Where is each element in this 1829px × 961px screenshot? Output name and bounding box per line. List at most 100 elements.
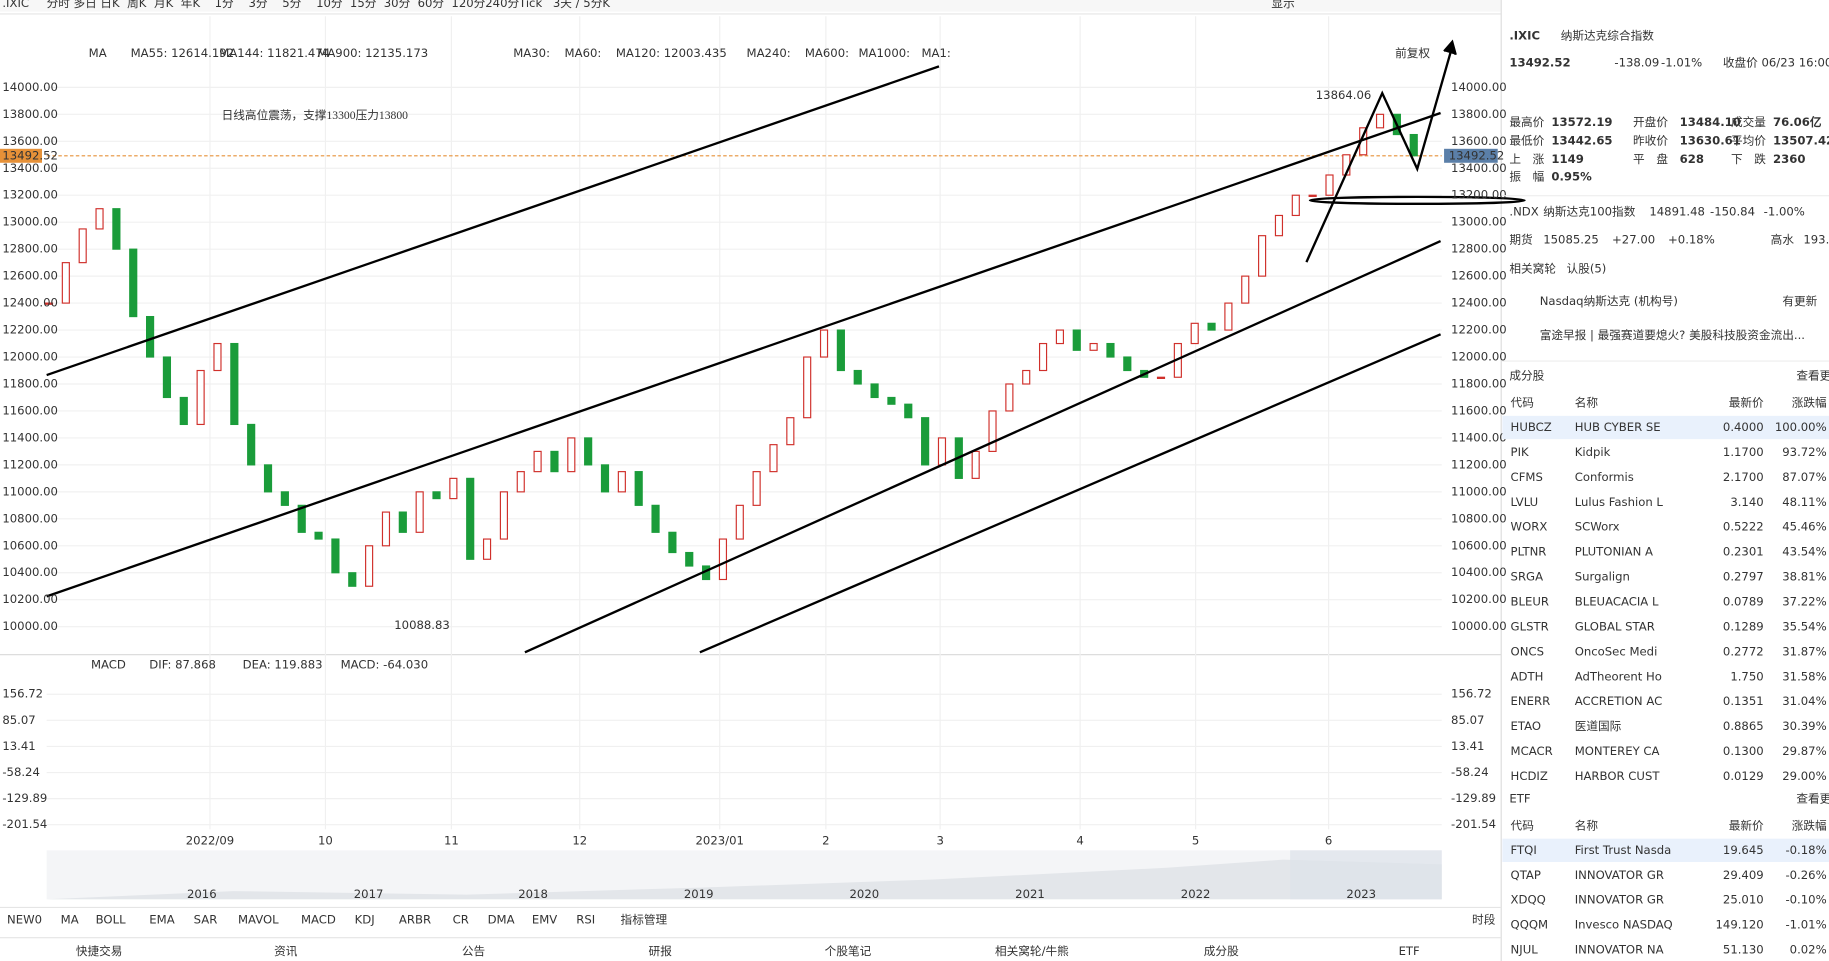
- period-tab[interactable]: 240分: [485, 0, 519, 10]
- indicator-tab[interactable]: RSI: [576, 913, 595, 927]
- x-tick-label: 10: [318, 834, 333, 848]
- candle: [634, 471, 643, 506]
- row-tab[interactable]: SRGA: [1511, 570, 1544, 584]
- row-tab[interactable]: MCACR: [1511, 744, 1553, 758]
- year-label: 2022: [1181, 887, 1211, 901]
- candle: [112, 208, 121, 250]
- row-tab[interactable]: HUBCZ: [1511, 420, 1552, 434]
- more-tab[interactable]: 查看更: [1796, 792, 1829, 806]
- candle: [1375, 113, 1385, 129]
- session-tab[interactable]: 时段: [1472, 913, 1496, 927]
- cell: 149.120: [1716, 918, 1764, 932]
- indicator-tab[interactable]: KDJ: [355, 913, 375, 927]
- indicator-tab[interactable]: DMA: [488, 913, 515, 927]
- y-tick-label: 12400.00: [2, 296, 58, 310]
- period-tab[interactable]: 30分: [384, 0, 411, 10]
- news-tab[interactable]: 富途早报 | 最强赛道要熄火? 美股科技股资金流出...: [1540, 328, 1805, 342]
- row-tab[interactable]: ENERR: [1511, 694, 1551, 708]
- indicator-tab[interactable]: BOLL: [96, 913, 126, 927]
- period-tab[interactable]: 分时: [47, 0, 71, 10]
- x-tick-label: 3: [936, 834, 943, 848]
- bottom-tab[interactable]: 快捷交易: [76, 944, 123, 958]
- ma-legend: MA30:: [513, 46, 550, 60]
- row-tab[interactable]: BLEUR: [1511, 594, 1549, 608]
- warrants-tab[interactable]: 认股(5): [1567, 262, 1607, 276]
- period-tab[interactable]: 5分: [282, 0, 301, 10]
- row-tab[interactable]: WORX: [1511, 520, 1548, 534]
- candle: [1106, 342, 1115, 358]
- row-tab[interactable]: NJUL: [1511, 943, 1539, 957]
- indicator-tab[interactable]: EMA: [149, 913, 174, 927]
- row-tab[interactable]: ETAO: [1511, 719, 1542, 733]
- display-tab[interactable]: 显示: [1271, 0, 1294, 10]
- period-tab[interactable]: 3分: [248, 0, 267, 10]
- indicator-tab[interactable]: EMV: [532, 913, 557, 927]
- adjust-tab[interactable]: 前复权: [1395, 46, 1430, 60]
- indicator-tab[interactable]: MAVOL: [238, 913, 279, 927]
- period-tab[interactable]: 60分: [418, 0, 445, 10]
- year-label: 2019: [684, 887, 714, 901]
- cell: 29.409: [1723, 868, 1764, 882]
- indicator-tab[interactable]: MA: [61, 913, 79, 927]
- more-tab[interactable]: 查看更: [1796, 369, 1829, 383]
- row-tab[interactable]: LVLU: [1511, 495, 1539, 509]
- period-tab[interactable]: 3天 / 5分K: [553, 0, 610, 10]
- candle: [331, 538, 340, 574]
- period-tab[interactable]: 1分: [215, 0, 234, 10]
- row-tab[interactable]: CFMS: [1511, 470, 1543, 484]
- row-tab[interactable]: HCDIZ: [1511, 769, 1548, 783]
- row-tab[interactable]: XDQQ: [1511, 893, 1546, 907]
- stat: 上 涨: [1509, 152, 1544, 166]
- cell: Kidpik: [1575, 445, 1611, 459]
- row-tab[interactable]: GLSTR: [1511, 619, 1549, 633]
- bottom-tab[interactable]: 公告: [462, 944, 485, 958]
- ticker-tab[interactable]: .IXIC: [2, 0, 29, 10]
- cell: 29.87%: [1782, 744, 1826, 758]
- quote-pct: -1.01%: [1661, 55, 1702, 69]
- y-tick-label: 11800.00: [2, 376, 58, 390]
- row-tab[interactable]: QTAP: [1511, 868, 1541, 882]
- y-tick-label: 11400.00: [1451, 430, 1507, 444]
- stat: 最高价: [1509, 115, 1544, 129]
- x-tick-label: 12: [572, 834, 587, 848]
- year-label: 2017: [354, 887, 384, 901]
- row-tab[interactable]: FTQI: [1511, 843, 1537, 857]
- ma-legend: MA55: 12614.192: [131, 46, 234, 60]
- bottom-tab[interactable]: 成分股: [1204, 944, 1239, 958]
- period-tab[interactable]: 日K: [100, 0, 120, 10]
- indicator-tab[interactable]: CR: [453, 913, 469, 927]
- row-tab[interactable]: ADTH: [1511, 669, 1544, 683]
- bottom-tab[interactable]: 个股笔记: [825, 944, 872, 958]
- indicator-tab[interactable]: NEW0: [7, 913, 42, 927]
- candle: [1005, 383, 1014, 412]
- row-tab[interactable]: PLTNR: [1511, 545, 1547, 559]
- candle: [769, 444, 778, 473]
- period-tab[interactable]: 周K: [127, 0, 147, 10]
- indicator-tab[interactable]: 指标管理: [621, 913, 668, 927]
- period-tab[interactable]: 多日: [73, 0, 96, 10]
- row-tab[interactable]: PIK: [1511, 445, 1529, 459]
- period-tab[interactable]: 15分: [350, 0, 377, 10]
- indicator-tab[interactable]: ARBR: [399, 913, 431, 927]
- y-tick-label: 11000.00: [2, 484, 58, 498]
- period-tab[interactable]: 年K: [181, 0, 201, 10]
- stat: 76.06亿: [1773, 115, 1822, 129]
- y-tick-label: 11400.00: [2, 430, 58, 444]
- row-tab[interactable]: ONCS: [1511, 644, 1544, 658]
- bottom-tab[interactable]: ETF: [1399, 944, 1420, 958]
- row-tab[interactable]: QQQM: [1511, 918, 1549, 932]
- period-tab[interactable]: 10分: [316, 0, 343, 10]
- indicator-tab[interactable]: MACD: [301, 913, 336, 927]
- period-tab[interactable]: 月K: [154, 0, 174, 10]
- period-tab[interactable]: 120分: [451, 0, 485, 10]
- period-tab[interactable]: Tick: [518, 0, 542, 10]
- candle: [1274, 214, 1284, 237]
- y-tick-label: 12600.00: [1451, 269, 1507, 283]
- x-tick-label: 4: [1076, 834, 1083, 848]
- bottom-tab[interactable]: 研报: [649, 944, 673, 958]
- indicator-tab[interactable]: SAR: [194, 913, 218, 927]
- bottom-tab[interactable]: 相关窝轮/牛熊: [995, 944, 1069, 958]
- news-tab[interactable]: Nasdaq纳斯达克 (机构号): [1540, 294, 1678, 308]
- y-tick-label: 10000.00: [2, 619, 58, 633]
- bottom-tab[interactable]: 资讯: [274, 944, 298, 958]
